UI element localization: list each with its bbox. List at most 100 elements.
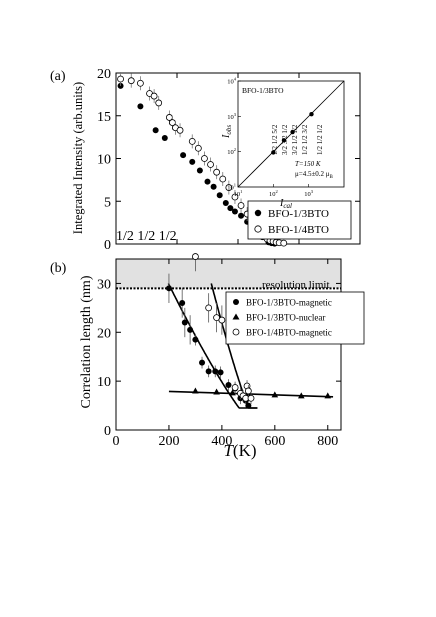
panel-a-point-bfo-1-3bto <box>189 158 196 165</box>
panel-a-point-bfo-1-3bto <box>204 178 211 185</box>
inset-reflection-label: 1/2 1/2 1/2 <box>316 124 324 155</box>
panel-b-legend: BFO-1/3BTO-magnetic BFO-1/3BTO-nuclear B… <box>225 291 365 345</box>
legend-marker-bfo-1-3bto-nuclear <box>232 313 240 320</box>
inset-x-tick-label: 101 <box>234 189 243 198</box>
panel-b-point-bfo-1-4bto-magnetic <box>247 394 255 402</box>
panel-a-point-bfo-1-3bto <box>137 103 144 110</box>
panel-b-point-bfo-1-3bto-nuclear <box>271 391 279 398</box>
inset-y-tick-label: 104 <box>227 77 237 86</box>
legend-label-bfo-1-4bto: BFO-1/4BTO <box>268 224 329 236</box>
panel-a-point-bfo-1-3bto <box>180 152 187 159</box>
panel-b-point-bfo-1-3bto-magnetic <box>179 299 186 306</box>
panel-a-point-bfo-1-4bto <box>188 137 196 145</box>
panel-b-point-bfo-1-3bto-magnetic <box>217 369 224 376</box>
inset-x-axis-label-sub: cal <box>283 202 292 210</box>
panel-a-point-bfo-1-4bto <box>225 184 233 191</box>
panel-b-y-axis-label: Correlation length (nm) <box>79 275 94 408</box>
inset-y-tick-base: 10 <box>227 114 234 121</box>
panel-a-point-bfo-1-4bto <box>155 99 163 107</box>
inset-reflection-label: 3/2 1/2 1/2 <box>291 124 299 155</box>
inset-point <box>281 138 287 143</box>
panel-b-point-bfo-1-3bto-magnetic <box>199 359 206 366</box>
panel-b-legend-box <box>225 291 365 345</box>
panel-a-y-tick-label: 5 <box>104 195 111 210</box>
inset-y-tick-exp: 3 <box>234 112 237 117</box>
fit-line-bfo-1-3bto-magnetic <box>167 283 258 409</box>
panel-a-point-bfo-1-4bto <box>194 144 202 152</box>
legend-label-bfo-1-3bto-nuclear: BFO-1/3BTO-nuclear <box>246 313 325 323</box>
panel-a-y-tick-label: 10 <box>97 153 111 168</box>
panel-a-point-bfo-1-4bto <box>201 155 208 162</box>
legend-label-bfo-1-3bto: BFO-1/3BTO <box>268 208 329 220</box>
legend-label-bfo-1-3bto-magnetic: BFO-1/3BTO-magnetic <box>246 298 332 308</box>
panel-a-point-bfo-1-3bto <box>222 199 229 206</box>
inset-point <box>290 129 295 135</box>
panel-a-point-bfo-1-4bto <box>280 239 288 247</box>
panel-a-point-bfo-1-3bto <box>231 208 238 215</box>
panel-b-point-bfo-1-3bto-nuclear <box>213 388 220 395</box>
panel-b-point-bfo-1-3bto-nuclear <box>324 392 332 399</box>
panel-b-frame <box>115 258 342 431</box>
inset-reflection-label: 3/2 3/2 1/2 <box>281 124 289 155</box>
panel-a-point-bfo-1-3bto <box>196 167 203 174</box>
panel-b-point-bfo-1-4bto-magnetic <box>192 253 199 260</box>
inset-x-tick-base: 10 <box>269 191 276 198</box>
inset-y-axis-label: Iobs <box>221 125 233 139</box>
inset-y-tick-exp: 1 <box>234 183 236 188</box>
inset-moment-sub: B <box>330 175 334 180</box>
inset-x-axis-label: Ical <box>279 198 292 210</box>
panel-a-point-bfo-1-4bto <box>136 79 144 87</box>
inset-x-tick-label: 102 <box>269 189 278 198</box>
inset-x-tick-base: 10 <box>234 191 241 198</box>
panel-a-point-bfo-1-3bto <box>238 212 245 219</box>
inset-y-tick-base: 10 <box>227 149 234 156</box>
inset-y-tick-label: 102 <box>227 147 236 156</box>
panel-b-y-tick-label: 30 <box>97 277 111 292</box>
panel-a-y-tick-label: 0 <box>104 238 111 253</box>
panel-b-point-bfo-1-3bto-nuclear <box>297 392 305 399</box>
panel-a-point-bfo-1-3bto <box>227 205 234 212</box>
inset-y-tick-base: 10 <box>227 185 234 192</box>
inset-moment: μ=4.5±0.2 μB <box>295 170 334 180</box>
inset-x-tick-label: 103 <box>304 189 314 198</box>
legend-marker-bfo-1-4bto-magnetic <box>232 328 240 336</box>
panel-a-point-bfo-1-3bto <box>216 192 223 199</box>
inset-y-axis-label-main: I <box>221 134 232 139</box>
inset-y-tick-base: 10 <box>227 79 234 86</box>
panel-b-x-axis-label-main: T <box>223 441 234 460</box>
panel-a-point-bfo-1-3bto <box>161 134 168 141</box>
panel-a-point-bfo-1-3bto <box>152 127 159 134</box>
inset-x-tick-exp: 1 <box>240 189 242 194</box>
panel-a-reflection-annotation: 1/2 1/2 1/2 <box>116 229 177 244</box>
panel-a-point-bfo-1-4bto <box>237 202 245 209</box>
panel-b-point-bfo-1-3bto-nuclear <box>192 387 199 394</box>
panel-b-point-bfo-1-3bto-nuclear <box>229 389 236 396</box>
panel-b-point-bfo-1-4bto-magnetic <box>218 316 226 324</box>
panel-b-point-bfo-1-3bto-magnetic <box>192 336 199 343</box>
panel-a: Integrated Intensity (arb.units) 0 5 10 15 2… <box>71 67 361 253</box>
resolution-limit-label: resolution limit <box>262 279 330 291</box>
legend-label-bfo-1-4bto-magnetic: BFO-1/4BTO-magnetic <box>246 328 332 338</box>
panel-b-x-axis-label-unit: (K) <box>233 441 257 460</box>
panel-a-legend: BFO-1/3BTO BFO-1/4BTO <box>247 200 352 240</box>
inset-temperature: T=150 K <box>295 160 321 168</box>
panel-b-x-axis-label: T(K) <box>223 441 256 460</box>
panel-b: resolution limit 0 10 20 30 0 200 400 600 800 Co… <box>79 253 365 460</box>
panel-b-y-tick-label: 20 <box>97 326 111 341</box>
panel-a-point-bfo-1-4bto <box>219 175 227 183</box>
inset-y-axis-label-sub: obs <box>225 125 233 135</box>
panel-a-point-bfo-1-4bto <box>207 161 214 168</box>
panel-b-point-bfo-1-3bto-magnetic <box>187 326 194 333</box>
panel-a-point-bfo-1-4bto <box>231 193 239 201</box>
inset-y-tick-exp: 4 <box>234 77 237 82</box>
panel-a-y-axis-label: Integrated Intensity (arb.units) <box>71 82 85 234</box>
panel-b-y-tick-label: 10 <box>97 375 111 390</box>
inset-x-tick-exp: 3 <box>311 189 314 194</box>
panel-b-point-bfo-1-3bto-magnetic <box>205 368 212 375</box>
panel-a-point-bfo-1-4bto <box>176 126 184 134</box>
panel-b-point-bfo-1-3bto-magnetic <box>212 368 219 375</box>
panel-a-point-bfo-1-3bto <box>210 183 217 190</box>
panel-b-y-tick-label: 0 <box>104 424 111 439</box>
panel-b-x-tick-label: 400 <box>211 434 232 449</box>
